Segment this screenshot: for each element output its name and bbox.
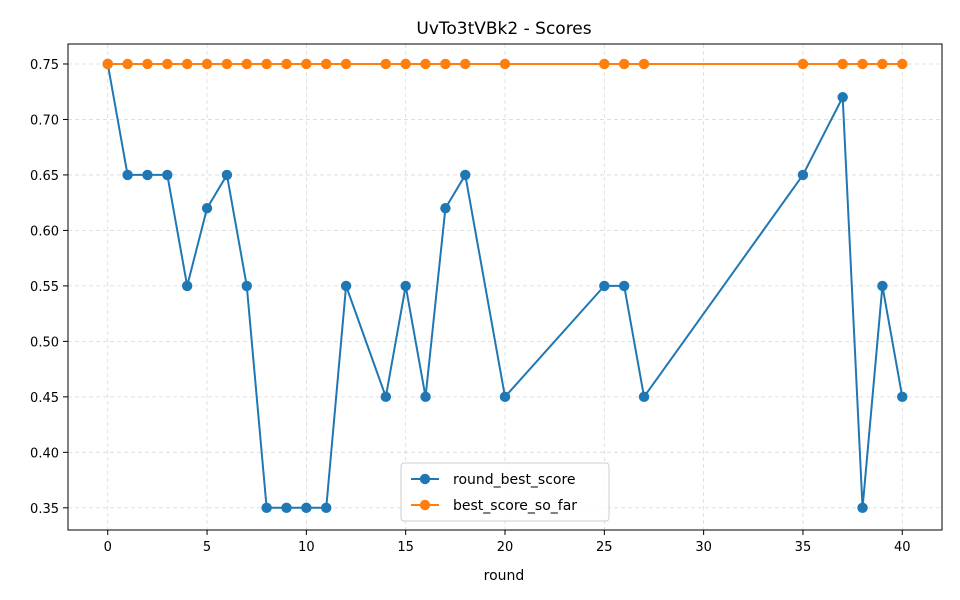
- y-tick-label: 0.35: [30, 502, 59, 517]
- x-tick-label: 5: [203, 540, 211, 555]
- data-point: [897, 391, 908, 403]
- axis-ticks: 0 5 10 15 20 25 30 35 40 0.35 0.40 0.45 0.50 0.55 0.60…: [30, 58, 910, 555]
- data-point: [618, 58, 630, 70]
- series-round_best_score: [102, 58, 908, 514]
- legend: round_best_score best_score_so_far: [400, 462, 610, 522]
- data-point: [618, 280, 630, 292]
- y-tick-label: 0.50: [30, 335, 59, 350]
- data-point: [599, 280, 610, 292]
- legend-marker: [419, 473, 431, 485]
- data-point: [340, 280, 352, 292]
- data-point: [837, 92, 848, 103]
- data-point: [261, 58, 272, 70]
- data-point: [102, 58, 113, 70]
- data-point: [499, 58, 511, 70]
- data-point: [221, 58, 233, 70]
- chart-title: UvTo3tVBk2 - Scores: [416, 19, 591, 39]
- data-point: [400, 280, 411, 292]
- legend-item: round_best_score: [411, 472, 576, 488]
- x-tick-label: 40: [894, 540, 911, 555]
- series-layer: [102, 58, 908, 514]
- data-point: [460, 169, 471, 181]
- data-point: [281, 58, 292, 70]
- data-point: [857, 58, 868, 70]
- data-point: [181, 58, 193, 70]
- legend-item: best_score_so_far: [411, 498, 577, 514]
- x-tick-label: 0: [104, 540, 112, 555]
- data-point: [857, 502, 868, 514]
- y-tick-label: 0.40: [30, 446, 59, 461]
- data-point: [301, 58, 312, 70]
- y-tick-label: 0.65: [30, 169, 59, 184]
- x-axis-label: round: [484, 568, 525, 584]
- legend-box: [400, 462, 610, 522]
- y-tick-label: 0.55: [30, 280, 59, 295]
- x-tick-label: 35: [795, 540, 812, 555]
- data-point: [638, 58, 650, 70]
- data-point: [499, 391, 511, 403]
- data-point: [142, 169, 153, 181]
- data-point: [340, 58, 352, 70]
- data-point: [897, 58, 908, 70]
- data-point: [162, 58, 173, 70]
- data-point: [201, 203, 213, 214]
- x-tick-label: 10: [298, 540, 315, 555]
- y-tick-label: 0.60: [30, 224, 59, 239]
- data-point: [221, 169, 233, 181]
- data-point: [321, 502, 332, 514]
- x-tick-label: 20: [497, 540, 514, 555]
- y-tick-label: 0.70: [30, 113, 59, 128]
- data-point: [837, 58, 848, 70]
- data-point: [281, 502, 292, 514]
- x-tick-label: 15: [397, 540, 414, 555]
- data-point: [241, 280, 252, 292]
- x-tick-label: 25: [596, 540, 613, 555]
- legend-label: best_score_so_far: [453, 498, 577, 514]
- data-point: [122, 169, 133, 181]
- data-point: [440, 58, 451, 70]
- data-point: [201, 58, 213, 70]
- data-point: [420, 391, 431, 403]
- data-point: [162, 169, 173, 181]
- data-point: [261, 502, 272, 514]
- data-point: [420, 58, 431, 70]
- data-point: [321, 58, 332, 70]
- data-point: [181, 280, 193, 292]
- series-best_score_so_far: [102, 58, 908, 70]
- data-point: [301, 502, 312, 514]
- data-point: [877, 280, 888, 292]
- y-tick-label: 0.75: [30, 58, 59, 73]
- data-point: [599, 58, 610, 70]
- data-point: [241, 58, 252, 70]
- legend-label: round_best_score: [453, 472, 576, 488]
- data-point: [122, 58, 133, 70]
- data-point: [460, 58, 471, 70]
- data-point: [400, 58, 411, 70]
- data-point: [797, 58, 809, 70]
- data-point: [380, 391, 392, 403]
- data-point: [877, 58, 888, 70]
- data-point: [440, 203, 451, 214]
- legend-marker: [419, 499, 431, 511]
- data-point: [142, 58, 153, 70]
- data-point: [638, 391, 650, 403]
- data-point: [380, 58, 392, 70]
- data-point: [797, 169, 809, 181]
- y-tick-label: 0.45: [30, 391, 59, 406]
- x-tick-label: 30: [695, 540, 712, 555]
- grid: [68, 44, 942, 530]
